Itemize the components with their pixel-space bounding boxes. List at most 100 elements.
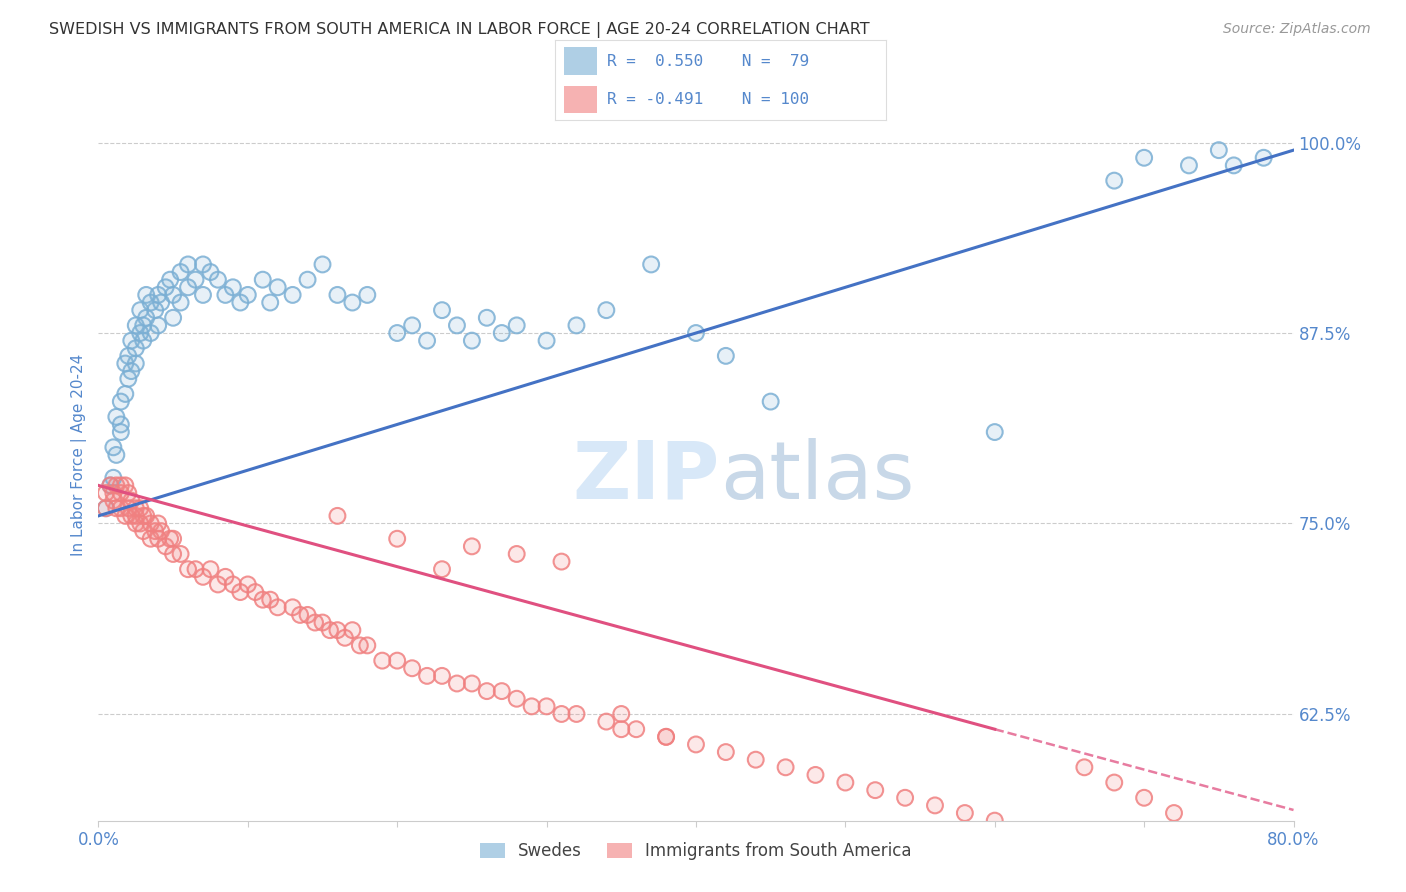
Point [430, 562, 453, 576]
Point [550, 706, 572, 721]
Point [281, 600, 304, 615]
Point [229, 295, 252, 310]
Point [595, 714, 617, 729]
Point [252, 592, 274, 607]
Point [148, 516, 170, 531]
Point [103, 440, 125, 454]
Point [162, 288, 184, 302]
Text: R =  0.550    N =  79: R = 0.550 N = 79 [606, 54, 808, 69]
Point [655, 730, 678, 744]
Point [169, 547, 191, 561]
Point [117, 349, 139, 363]
Point [319, 623, 342, 637]
Point [595, 303, 617, 318]
Point [326, 288, 349, 302]
Point [311, 615, 333, 630]
Point [120, 493, 142, 508]
Point [125, 356, 148, 370]
Point [536, 699, 558, 714]
Point [865, 783, 887, 797]
Point [1208, 143, 1230, 157]
Point [326, 623, 349, 637]
Point [110, 417, 132, 432]
Point [94, 486, 117, 500]
Point [416, 334, 439, 348]
Point [103, 471, 125, 485]
Point [200, 265, 222, 279]
Point [506, 547, 529, 561]
Point [536, 334, 558, 348]
Point [103, 471, 125, 485]
Point [150, 524, 173, 538]
Point [267, 280, 290, 294]
Point [222, 577, 245, 591]
Point [304, 615, 326, 630]
Point [610, 706, 633, 721]
Point [94, 501, 117, 516]
Point [200, 562, 222, 576]
Point [281, 600, 304, 615]
Point [214, 288, 236, 302]
Point [1073, 760, 1095, 774]
Point [200, 562, 222, 576]
Point [162, 532, 184, 546]
Point [114, 508, 136, 523]
Point [103, 493, 125, 508]
Point [132, 524, 155, 538]
Text: R = -0.491    N = 100: R = -0.491 N = 100 [606, 92, 808, 107]
Point [626, 723, 648, 737]
Point [162, 532, 184, 546]
Point [1104, 173, 1126, 187]
Point [1208, 143, 1230, 157]
Point [401, 318, 423, 333]
Point [834, 775, 856, 789]
Point [110, 486, 132, 500]
Point [155, 539, 177, 553]
Point [159, 532, 181, 546]
Point [319, 623, 342, 637]
Point [267, 280, 290, 294]
Point [117, 372, 139, 386]
Point [114, 508, 136, 523]
Point [229, 295, 252, 310]
Point [125, 508, 148, 523]
Point [125, 516, 148, 531]
Bar [564, 47, 596, 75]
Point [236, 577, 259, 591]
Point [114, 478, 136, 492]
Point [446, 676, 468, 690]
Point [143, 524, 166, 538]
Point [162, 310, 184, 325]
Point [804, 768, 827, 782]
Point [132, 334, 155, 348]
Point [655, 730, 678, 744]
Point [125, 501, 148, 516]
Point [475, 310, 498, 325]
Point [333, 631, 356, 645]
Point [150, 524, 173, 538]
Point [506, 318, 529, 333]
Point [1223, 158, 1246, 172]
Point [714, 349, 737, 363]
Point [110, 425, 132, 439]
Point [984, 425, 1007, 439]
Point [491, 684, 513, 698]
Point [143, 303, 166, 318]
Point [1253, 151, 1275, 165]
Point [105, 501, 128, 516]
Point [155, 539, 177, 553]
Point [416, 669, 439, 683]
Point [953, 805, 976, 820]
Point [550, 706, 572, 721]
Point [953, 805, 976, 820]
Text: SWEDISH VS IMMIGRANTS FROM SOUTH AMERICA IN LABOR FORCE | AGE 20-24 CORRELATION : SWEDISH VS IMMIGRANTS FROM SOUTH AMERICA… [49, 22, 870, 38]
Point [117, 501, 139, 516]
Point [98, 478, 122, 492]
Point [94, 501, 117, 516]
Point [117, 486, 139, 500]
Point [135, 310, 157, 325]
Y-axis label: In Labor Force | Age 20-24: In Labor Force | Age 20-24 [72, 354, 87, 556]
Point [229, 585, 252, 599]
Point [110, 501, 132, 516]
Point [129, 303, 152, 318]
